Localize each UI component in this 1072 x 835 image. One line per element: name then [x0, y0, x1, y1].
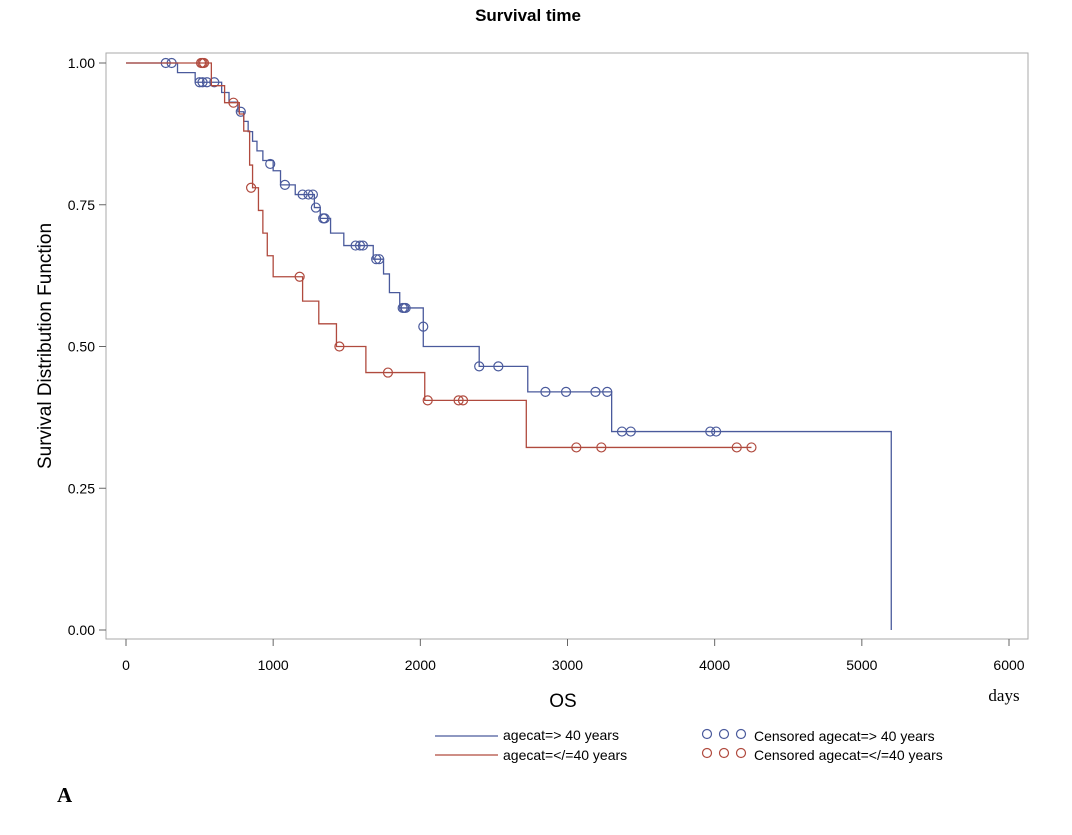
censor-marker-series-1 [194, 77, 205, 88]
censor-marker-series-1 [197, 77, 208, 88]
censor-marker-series-1 [354, 240, 366, 251]
censor-marker-series-1 [307, 189, 319, 200]
chart-title: Survival time [475, 6, 581, 25]
x-tick-label: 3000 [552, 657, 583, 673]
censor-marker-series-2 [746, 442, 757, 453]
y-tick-label: 0.50 [68, 339, 95, 355]
censor-marker-series-1 [350, 240, 361, 251]
censor-marker-series-1 [319, 213, 330, 224]
legend-item-series-2: agecat=</=40 years [435, 747, 627, 763]
survival-curve-series-1 [126, 62, 892, 630]
censor-marker-series-1 [602, 386, 613, 397]
legend-item-censored-1: Censored agecat=> 40 years [701, 728, 935, 744]
legend-censor-marker [735, 747, 747, 759]
legend-item-series-1: agecat=> 40 years [435, 727, 619, 743]
survival-curve-series-2 [126, 62, 752, 449]
legend-label-series-1: agecat=> 40 years [503, 727, 619, 743]
censor-marker-series-1 [357, 240, 369, 251]
x-tick-label: 1000 [258, 657, 289, 673]
y-tick-label: 1.00 [68, 55, 95, 71]
censor-marker-series-1 [474, 361, 485, 372]
censor-marker-series-2 [334, 341, 345, 352]
x-axis-label: OS [549, 691, 576, 712]
legend-censor-marker [701, 728, 713, 740]
censor-marker-series-1 [418, 321, 429, 332]
x-tick-label: 4000 [699, 657, 730, 673]
censor-marker-series-2 [228, 97, 239, 108]
censor-marker-series-2 [245, 182, 257, 193]
x-axis: 0 1000 2000 3000 4000 5000 6000 [122, 639, 1025, 673]
censor-marker-series-1 [705, 426, 716, 437]
censor-marker-series-1 [297, 189, 308, 200]
panel-label: A [57, 783, 73, 807]
censor-marker-series-1 [279, 179, 291, 191]
series-layer [126, 57, 892, 630]
legend-label-series-2: agecat=</=40 years [503, 747, 627, 763]
censor-marker-series-1 [374, 254, 385, 265]
x-tick-label: 5000 [846, 657, 877, 673]
censor-marker-series-2 [571, 442, 582, 453]
legend-censor-marker [701, 747, 713, 759]
x-axis-unit-label: days [988, 686, 1019, 705]
y-tick-label: 0.75 [68, 197, 95, 213]
legend-censor-marker [718, 728, 730, 740]
censor-marker-series-1 [560, 386, 572, 397]
censor-marker-series-1 [235, 106, 246, 117]
legend-label-censored-1: Censored agecat=> 40 years [754, 728, 935, 744]
censor-marker-series-1 [590, 386, 601, 397]
censor-marker-series-2 [596, 442, 607, 453]
legend-item-censored-2: Censored agecat=</=40 years [701, 747, 943, 763]
y-axis-label: Survival Distribution Function [35, 223, 56, 469]
y-tick-label: 0.25 [68, 480, 95, 496]
censor-marker-series-2 [198, 57, 210, 69]
y-axis: 0.00 0.25 0.50 0.75 1.00 [68, 55, 106, 638]
censor-marker-series-2 [453, 395, 464, 406]
y-tick-label: 0.00 [68, 622, 95, 638]
censor-marker-series-1 [371, 254, 382, 265]
censor-marker-series-2 [294, 271, 305, 282]
censor-marker-series-1 [711, 426, 722, 437]
censor-marker-series-1 [303, 189, 314, 200]
censor-marker-series-1 [310, 202, 321, 213]
legend-censor-marker [718, 747, 730, 759]
legend-label-censored-2: Censored agecat=</=40 years [754, 747, 943, 763]
censor-marker-series-1 [400, 302, 411, 314]
censor-marker-series-2 [731, 442, 742, 453]
censor-marker-series-2 [457, 395, 469, 406]
legend: agecat=> 40 years agecat=</=40 years Cen… [435, 727, 943, 763]
censor-marker-series-1 [625, 426, 636, 437]
censor-marker-series-1 [493, 361, 504, 372]
legend-censor-marker [735, 728, 747, 740]
x-tick-label: 2000 [405, 657, 436, 673]
censor-marker-series-1 [209, 77, 220, 88]
plot-frame [105, 52, 1029, 640]
x-tick-label: 0 [122, 657, 130, 673]
x-tick-label: 6000 [993, 657, 1024, 673]
censor-marker-series-1 [265, 158, 276, 170]
censor-marker-series-2 [422, 395, 433, 406]
censor-marker-series-2 [382, 367, 394, 378]
censor-marker-series-1 [540, 386, 551, 397]
